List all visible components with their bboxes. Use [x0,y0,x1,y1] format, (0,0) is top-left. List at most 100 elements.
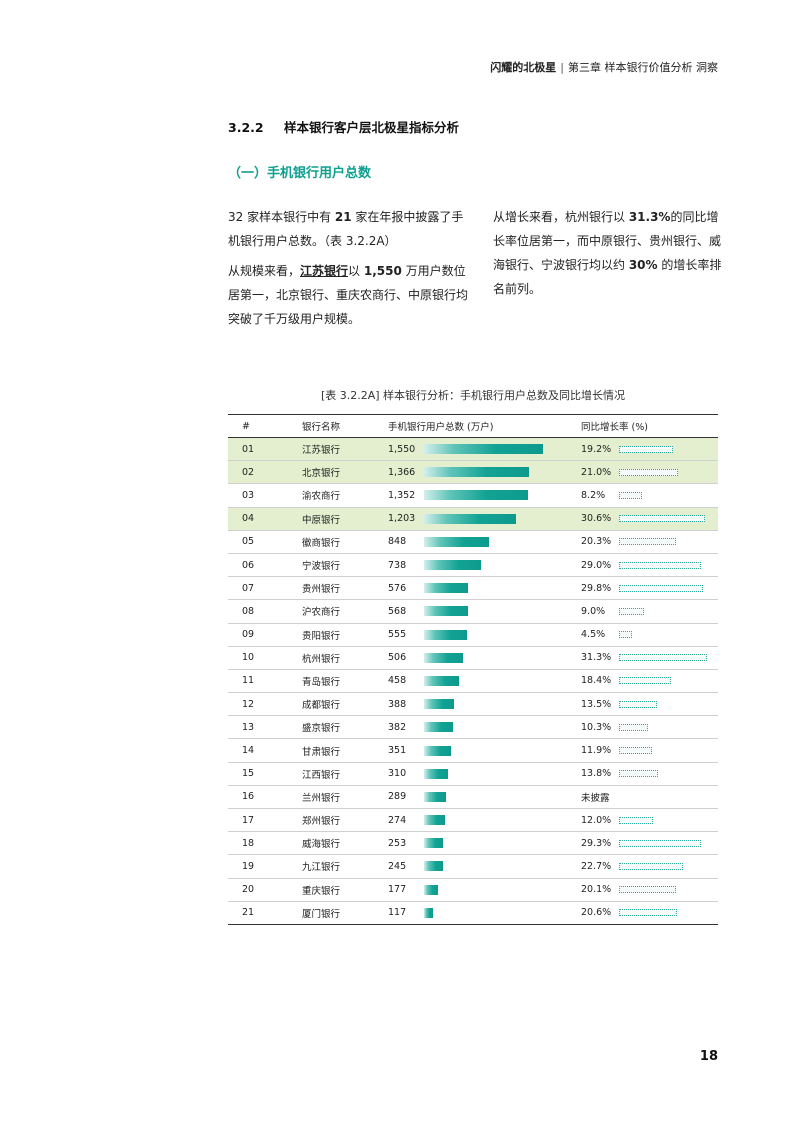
growth-rate-bar [619,468,678,476]
row-user-total: 310 [388,762,424,786]
row-index: 04 [228,507,302,531]
row-growth-bar-cell [619,901,718,925]
table-row: 06 宁波银行 738 29.0% [228,553,718,578]
row-bank-name: 九江银行 [302,854,388,879]
user-total-bar [424,467,529,478]
bank-users-table: # 银行名称 手机银行用户总数 (万户) 同比增长率 (%) 01 江苏银行 1,5… [228,414,718,925]
row-user-total: 458 [388,669,424,694]
user-total-bar [424,699,454,710]
growth-rate-bar [619,491,642,499]
user-total-bar [424,768,448,779]
row-growth-bar-cell [619,483,718,508]
row-index: 11 [228,669,302,694]
row-bank-name: 青岛银行 [302,669,388,694]
row-index: 08 [228,599,302,624]
row-index: 16 [228,785,302,810]
row-user-bar-cell [424,646,581,670]
header-chapter: 第三章 样本银行价值分析 洞察 [568,61,718,74]
growth-rate-bar [619,654,707,662]
row-user-total: 117 [388,901,424,925]
row-user-total: 506 [388,646,424,670]
growth-rate-bar [619,700,657,708]
paragraph-disclosure: 32 家样本银行中有 21 家在年报中披露了手机银行用户总数。（表 3.2.2A… [228,210,464,248]
growth-rate-bar [619,607,644,615]
growth-rate-bar [619,538,676,546]
row-index: 17 [228,808,302,833]
row-growth-rate: 13.5% [581,692,619,717]
header-bank-name: 银行名称 [302,414,388,438]
table-row: 02 北京银行 1,366 21.0% [228,460,718,485]
header-growth-rate: 同比增长率 (%) [581,414,718,438]
user-total-bar [424,861,443,872]
row-user-total: 1,366 [388,460,424,485]
row-growth-rate: 未披露 [581,785,619,810]
row-user-bar-cell [424,669,581,694]
row-growth-rate: 29.8% [581,576,619,601]
row-bank-name: 贵州银行 [302,576,388,601]
row-user-bar-cell [424,715,581,740]
row-growth-bar-cell [619,878,718,902]
running-header: 闪耀的北极星 | 第三章 样本银行价值分析 洞察 [490,59,718,75]
row-growth-bar-cell [619,576,718,601]
row-growth-rate: 30.6% [581,507,619,531]
user-total-bar [424,907,433,918]
row-user-total: 274 [388,808,424,833]
table-row: 21 厦门银行 117 20.6% [228,901,718,925]
row-growth-rate: 20.6% [581,901,619,925]
paragraph-scale: 从规模来看，江苏银行以 1,550 万用户数位居第一，北京银行、重庆农商行、中原… [228,264,469,326]
user-total-bar [424,583,468,594]
growth-rate-bar [619,677,671,685]
row-growth-rate: 11.9% [581,738,619,763]
row-index: 10 [228,646,302,670]
user-total-bar [424,629,467,640]
row-user-total: 177 [388,878,424,902]
row-bank-name: 甘肃银行 [302,738,388,763]
user-total-bar [424,791,446,802]
row-growth-rate: 10.3% [581,715,619,740]
row-growth-rate: 8.2% [581,483,619,508]
row-growth-bar-cell [619,530,718,554]
row-bank-name: 盛京银行 [302,715,388,740]
row-index: 12 [228,692,302,717]
row-user-bar-cell [424,785,581,810]
user-total-bar [424,722,453,733]
header-user-total: 手机银行用户总数 (万户) [388,414,581,438]
table-row: 07 贵州银行 576 29.8% [228,576,718,601]
row-user-total: 253 [388,831,424,856]
table-body: 01 江苏银行 1,550 19.2% 02 北京银行 1,366 21.0% 03 渝农商行 1,… [228,437,718,925]
row-index: 01 [228,437,302,462]
body-left-column: 32 家样本银行中有 21 家在年报中披露了手机银行用户总数。（表 3.2.2A… [228,205,468,337]
row-growth-rate: 20.1% [581,878,619,902]
table-row: 16 兰州银行 289 未披露 [228,785,718,810]
row-user-bar-cell [424,738,581,763]
row-bank-name: 江苏银行 [302,437,388,462]
row-index: 13 [228,715,302,740]
growth-rate-bar [619,445,673,453]
row-growth-bar-cell [619,623,718,647]
row-growth-bar-cell [619,854,718,879]
user-total-bar [424,838,443,849]
row-bank-name: 兰州银行 [302,785,388,810]
row-index: 21 [228,901,302,925]
row-growth-rate: 22.7% [581,854,619,879]
growth-rate-bar [619,909,677,917]
row-bank-name: 重庆银行 [302,878,388,902]
row-growth-bar-cell [619,437,718,462]
section-number: 3.2.2 [228,120,264,135]
row-bank-name: 郑州银行 [302,808,388,833]
section-title: 样本银行客户层北极星指标分析 [284,120,460,135]
row-user-bar-cell [424,831,581,856]
user-total-bar [424,606,468,617]
growth-rate-bar [619,839,701,847]
row-user-bar-cell [424,808,581,833]
row-user-bar-cell [424,483,581,508]
header-index: # [228,414,302,438]
user-total-bar [424,745,451,756]
row-user-total: 576 [388,576,424,601]
row-user-bar-cell [424,530,581,554]
row-user-total: 382 [388,715,424,740]
row-user-bar-cell [424,878,581,902]
table-row: 20 重庆银行 177 20.1% [228,878,718,902]
row-user-bar-cell [424,576,581,601]
row-growth-bar-cell [619,738,718,763]
